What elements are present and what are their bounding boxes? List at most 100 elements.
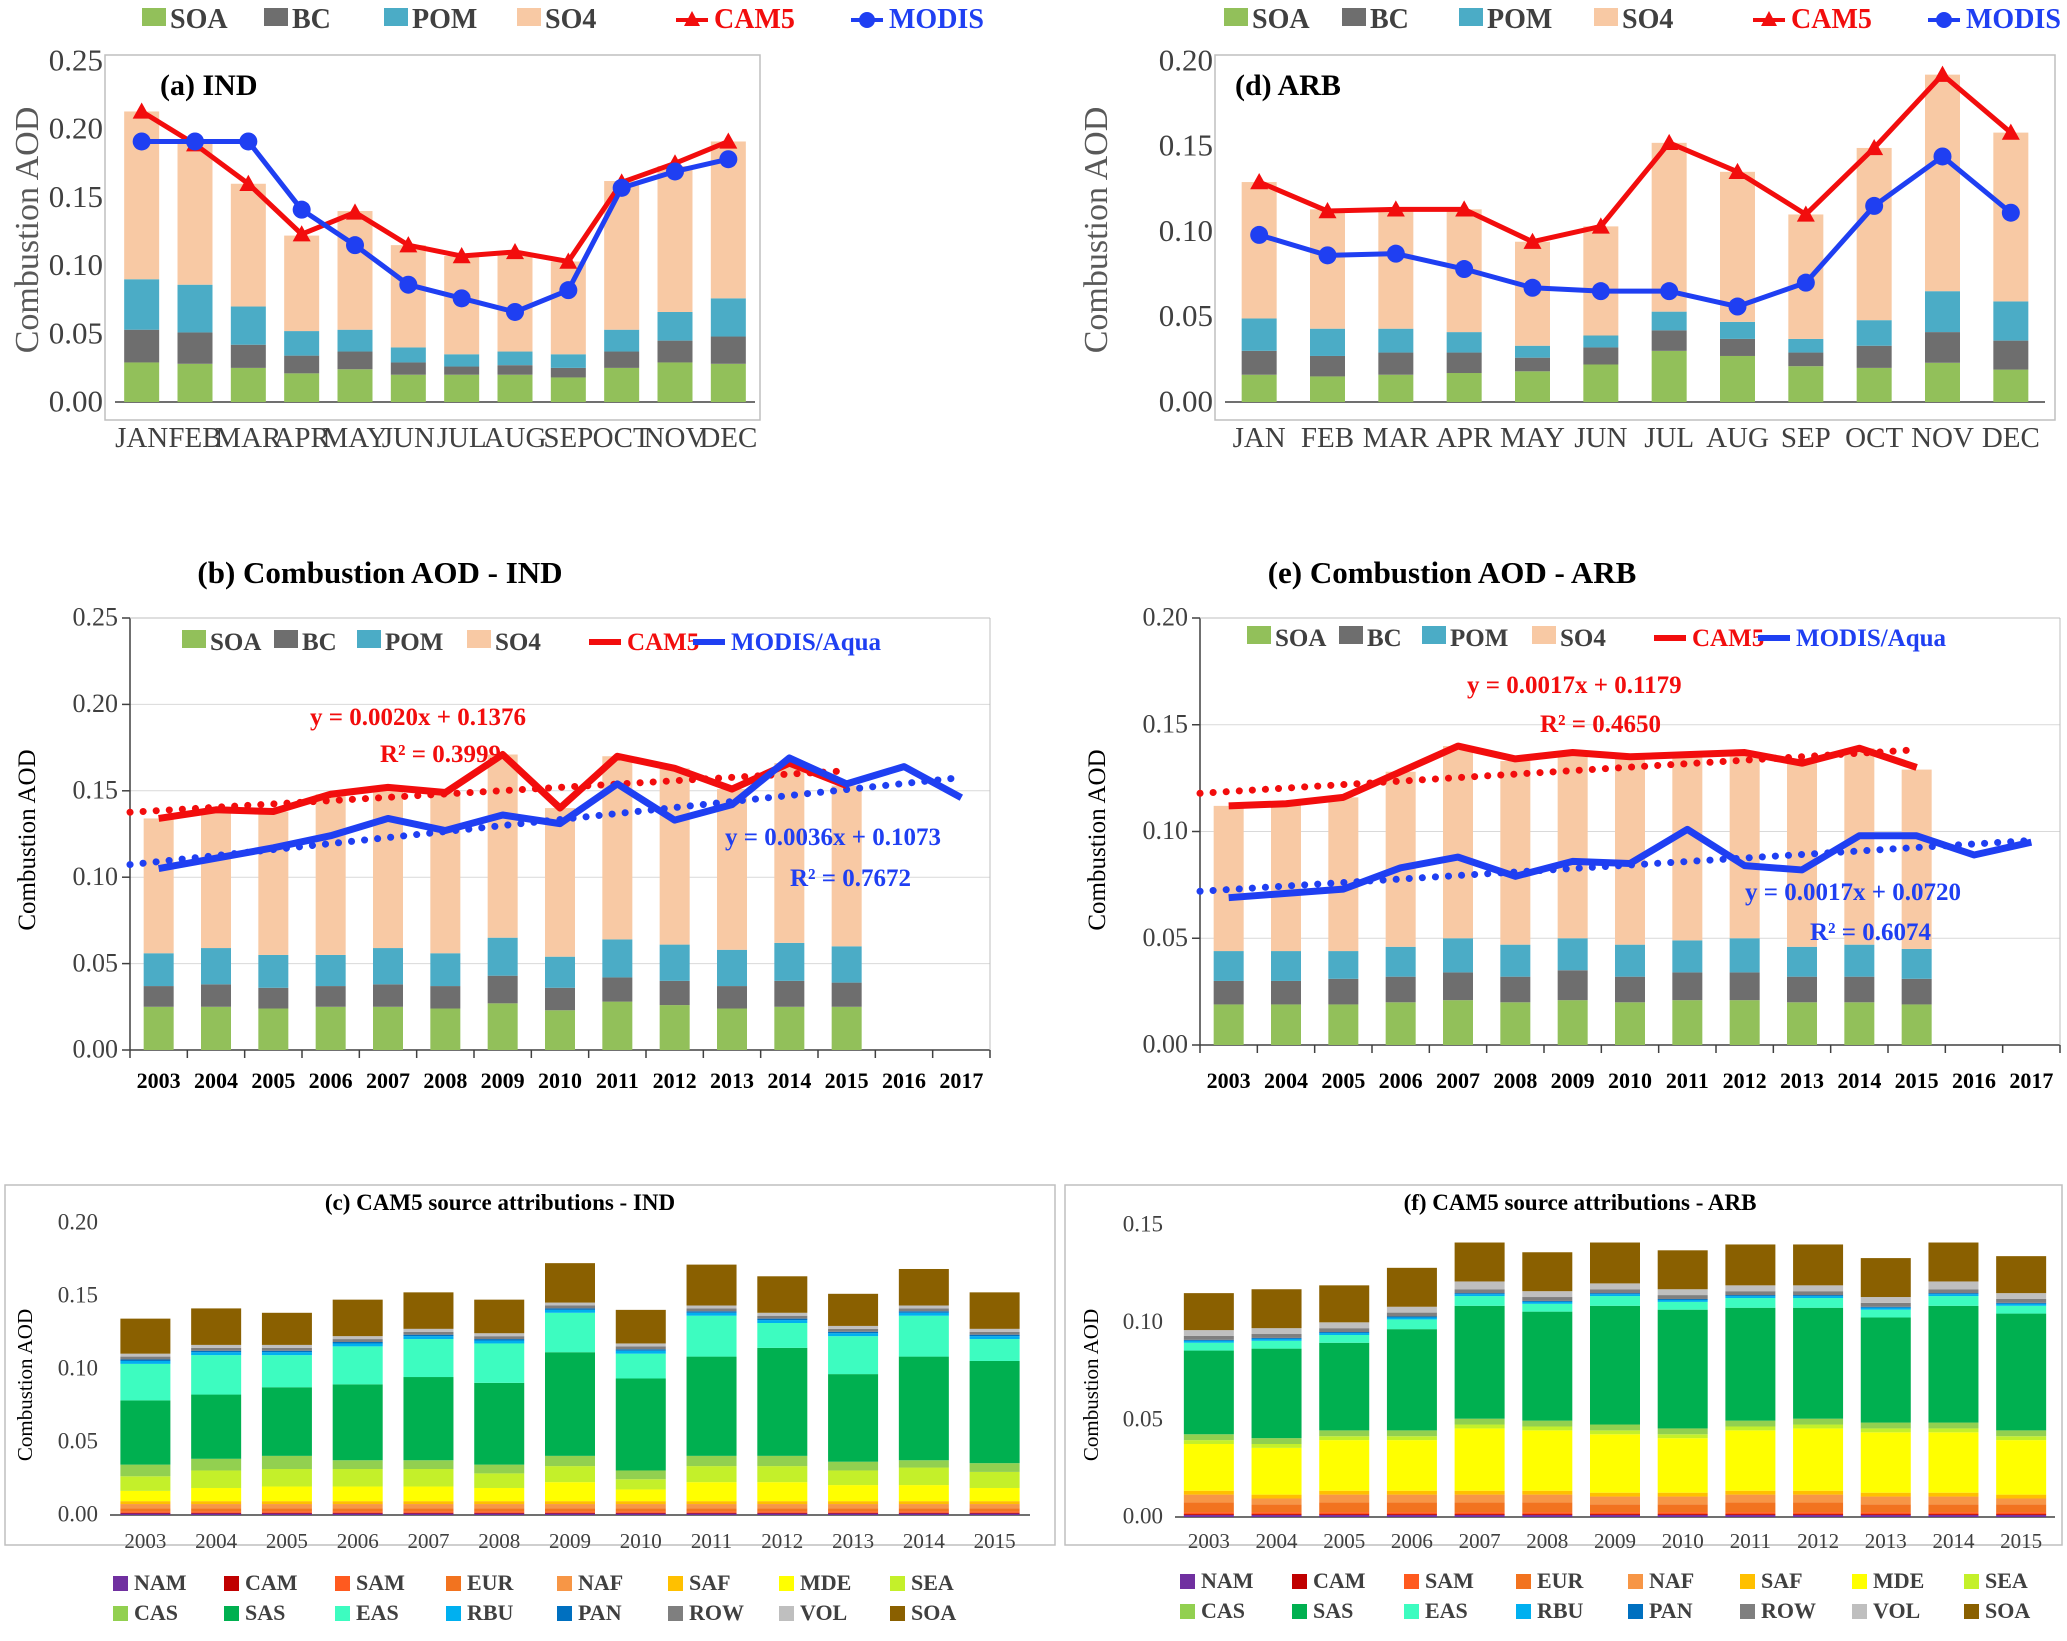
bar-segment-vol <box>969 1328 1020 1332</box>
bar-segment-mde <box>615 1489 666 1502</box>
legend-label: SO4 <box>1622 4 1673 35</box>
bar-segment-pan <box>969 1334 1020 1337</box>
bar-segment-soa <box>390 374 426 402</box>
bar-segment-sas <box>1590 1305 1640 1425</box>
bar-segment-cas <box>1725 1420 1776 1427</box>
bar-segment-sam <box>1928 1512 1979 1515</box>
legend-label: SOA <box>170 4 228 35</box>
bar-segment-sea <box>1183 1440 1234 1444</box>
bar-segment-vol <box>1251 1328 1302 1335</box>
bar-segment-bc <box>258 987 289 1009</box>
x-tick-label: 2015 <box>825 1068 869 1093</box>
bar-segment-eas <box>1793 1298 1844 1308</box>
y-axis-label: Combustion AOD <box>1078 107 1115 354</box>
y-tick-label: 0.20 <box>1159 42 1213 77</box>
bar-segment-bc <box>1443 972 1473 1001</box>
modis-marker <box>1318 246 1337 265</box>
bar-segment-eas <box>474 1343 525 1383</box>
bar-segment-nam <box>1793 1515 1844 1517</box>
bar-segment-sas <box>1725 1307 1776 1421</box>
bar-segment-bc <box>1729 972 1760 1001</box>
bar-segment-cas <box>1386 1430 1437 1437</box>
bar-segment-bc <box>1378 352 1414 375</box>
bar-segment-nam <box>1386 1515 1437 1517</box>
bar-segment-pom <box>774 942 805 981</box>
bar-segment-soa <box>1793 1244 1844 1286</box>
x-tick-label: 2003 <box>124 1529 166 1553</box>
x-tick-label: JAN <box>1233 422 1286 454</box>
x-tick-label: DEC <box>699 422 757 454</box>
bar-segment-bc <box>659 980 690 1006</box>
x-tick-label: AUG <box>1706 422 1769 454</box>
bar-segment-sea <box>1454 1424 1505 1429</box>
legend-swatch-eas <box>1404 1604 1419 1619</box>
x-tick-label: 2012 <box>653 1068 697 1093</box>
x-tick-label: 2009 <box>481 1068 525 1093</box>
bar-segment-rbu <box>545 1309 595 1313</box>
y-tick-label: 0.15 <box>1159 128 1213 163</box>
bar-segment-soa <box>1557 1000 1588 1045</box>
bar-segment-soa <box>686 1264 737 1306</box>
legend-label: NAM <box>134 1570 187 1595</box>
y-tick-label: 0.15 <box>1143 709 1189 738</box>
y-tick-label: 0.10 <box>73 862 119 891</box>
bar-segment-sea <box>191 1470 242 1488</box>
bar-segment-naf <box>615 1504 666 1509</box>
bar-segment-mde <box>332 1486 383 1502</box>
bar-segment-saf <box>898 1501 949 1505</box>
legend-swatch-cam <box>224 1576 239 1591</box>
cam5-marker <box>1250 173 1269 190</box>
bar-segment-soa <box>258 1008 289 1050</box>
x-tick-label: 2009 <box>549 1529 591 1553</box>
bar-segment-vol <box>1725 1285 1776 1292</box>
legend-label: PAN <box>578 1600 622 1625</box>
legend-label: MODIS/Aqua <box>731 629 882 656</box>
x-tick-label: 2014 <box>903 1529 946 1553</box>
bar-segment-cas <box>403 1460 454 1470</box>
bar-segment-soa <box>710 363 746 402</box>
bar-segment-cas <box>1996 1430 2047 1437</box>
y-axis-label: Combustion AOD <box>13 1309 37 1461</box>
bar-segment-vol <box>1793 1285 1844 1292</box>
bar-segment-pom <box>1213 951 1244 981</box>
trendline-cam5 <box>1196 746 1921 797</box>
bar-segment-sea <box>1793 1424 1844 1429</box>
x-tick-label: 2003 <box>1207 1068 1251 1093</box>
bar-segment-row <box>1522 1297 1573 1301</box>
legend-swatch-bc <box>274 630 298 648</box>
y-tick-label: 0.05 <box>49 315 103 350</box>
modis-marker <box>1796 273 1815 292</box>
bar-segment-naf <box>474 1504 525 1509</box>
bar-segment-cam <box>1319 1514 1370 1516</box>
bar-segment-so4 <box>430 792 461 954</box>
bar-segment-pan <box>1928 1293 1979 1295</box>
bar-segment-pom <box>1787 946 1817 977</box>
bar-segment-cam <box>1860 1514 1911 1516</box>
legend-marker <box>684 11 700 26</box>
bar-segment-naf <box>1454 1494 1505 1503</box>
x-tick-label: 2006 <box>309 1068 353 1093</box>
bar-segment-rbu <box>191 1352 242 1356</box>
bar-segment-cas <box>1793 1418 1844 1425</box>
x-tick-label: 2007 <box>366 1068 410 1093</box>
bar-segment-eas <box>1454 1296 1505 1306</box>
bar-segment-soa <box>757 1276 808 1313</box>
x-tick-label: 2014 <box>1932 1529 1975 1553</box>
bar-segment-naf <box>1251 1498 1302 1505</box>
bar-segment-pom <box>258 954 289 988</box>
legend-label: NAM <box>1201 1568 1254 1593</box>
y-axis-label: Combustion AOD <box>9 107 46 354</box>
x-tick-label: SEP <box>1781 422 1831 454</box>
bar-segment-vol <box>120 1353 171 1357</box>
bar-segment-sas <box>1928 1305 1979 1423</box>
bar-segment-sam <box>1319 1512 1370 1515</box>
bar-segment-sas <box>120 1400 171 1465</box>
legend-label: RBU <box>467 1600 514 1625</box>
legend-swatch-soa <box>1247 626 1271 644</box>
bar-segment-vol <box>1386 1306 1437 1313</box>
bar-segment-sas <box>1454 1305 1505 1419</box>
legend-swatch-so4 <box>1532 626 1556 644</box>
bar-segment-so4 <box>1328 797 1359 952</box>
bar-segment-eas <box>1386 1319 1437 1330</box>
bar-segment-naf <box>828 1504 879 1509</box>
